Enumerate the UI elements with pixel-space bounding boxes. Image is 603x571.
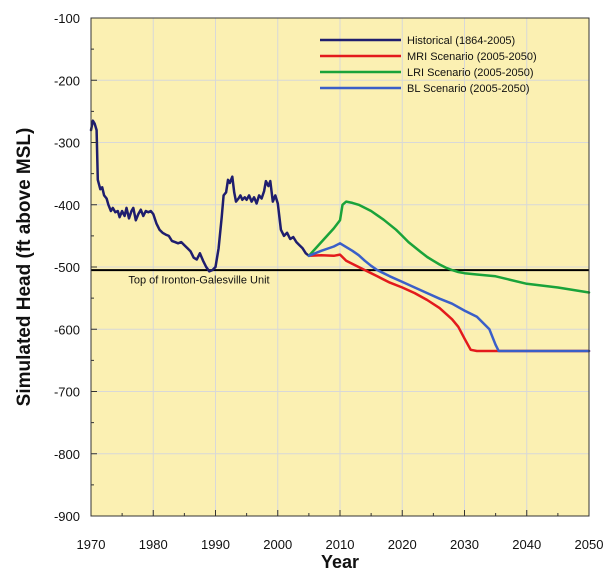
y-axis-title: Simulated Head (ft above MSL) <box>14 128 35 407</box>
y-tick-label: -800 <box>54 447 80 462</box>
y-tick-label: -200 <box>54 73 80 88</box>
x-tick-label: 1980 <box>139 537 168 552</box>
y-axis-tick-labels: -100 -200 -300 -400 -500 -600 -700 -800 -900 <box>54 11 80 524</box>
x-tick-label: 2000 <box>263 537 292 552</box>
x-tick-label: 1990 <box>201 537 230 552</box>
x-axis-title: Year <box>321 552 359 571</box>
y-tick-label: -400 <box>54 198 80 213</box>
series-line-1 <box>89 119 311 273</box>
x-tick-label: 2050 <box>575 537 603 552</box>
series-line-4 <box>307 242 591 353</box>
annotation-label: Top of Ironton-Galesville Unit <box>128 274 269 286</box>
y-tick-label: -700 <box>54 385 80 400</box>
axis-ticks <box>90 17 590 517</box>
grid <box>91 18 589 516</box>
series-layer <box>89 119 591 353</box>
x-tick-label: 2010 <box>326 537 355 552</box>
y-tick-label: -300 <box>54 136 80 151</box>
y-tick-label: -100 <box>54 11 80 26</box>
legend-label-3: LRI Scenario (2005-2050) <box>407 67 534 79</box>
legend-label-4: BL Scenario (2005-2050) <box>407 83 530 95</box>
reference-layer: Top of Ironton-Galesville Unit <box>91 269 589 286</box>
series-line-2 <box>307 253 591 353</box>
x-tick-label: 2020 <box>388 537 417 552</box>
y-tick-label: -600 <box>54 322 80 337</box>
x-tick-label: 1970 <box>77 537 106 552</box>
legend: Historical (1864-2005) MRI Scenario (2005… <box>320 35 537 95</box>
y-tick-label: -500 <box>54 260 80 275</box>
y-tick-label: -900 <box>54 509 80 524</box>
series-line-3 <box>307 200 591 294</box>
legend-label-2: MRI Scenario (2005-2050) <box>407 51 537 63</box>
legend-label-1: Historical (1864-2005) <box>407 35 515 47</box>
x-axis-tick-labels: 1970 1980 1990 2000 2010 2020 2030 2040 2050 <box>77 537 603 552</box>
x-tick-label: 2030 <box>450 537 479 552</box>
x-tick-label: 2040 <box>512 537 541 552</box>
